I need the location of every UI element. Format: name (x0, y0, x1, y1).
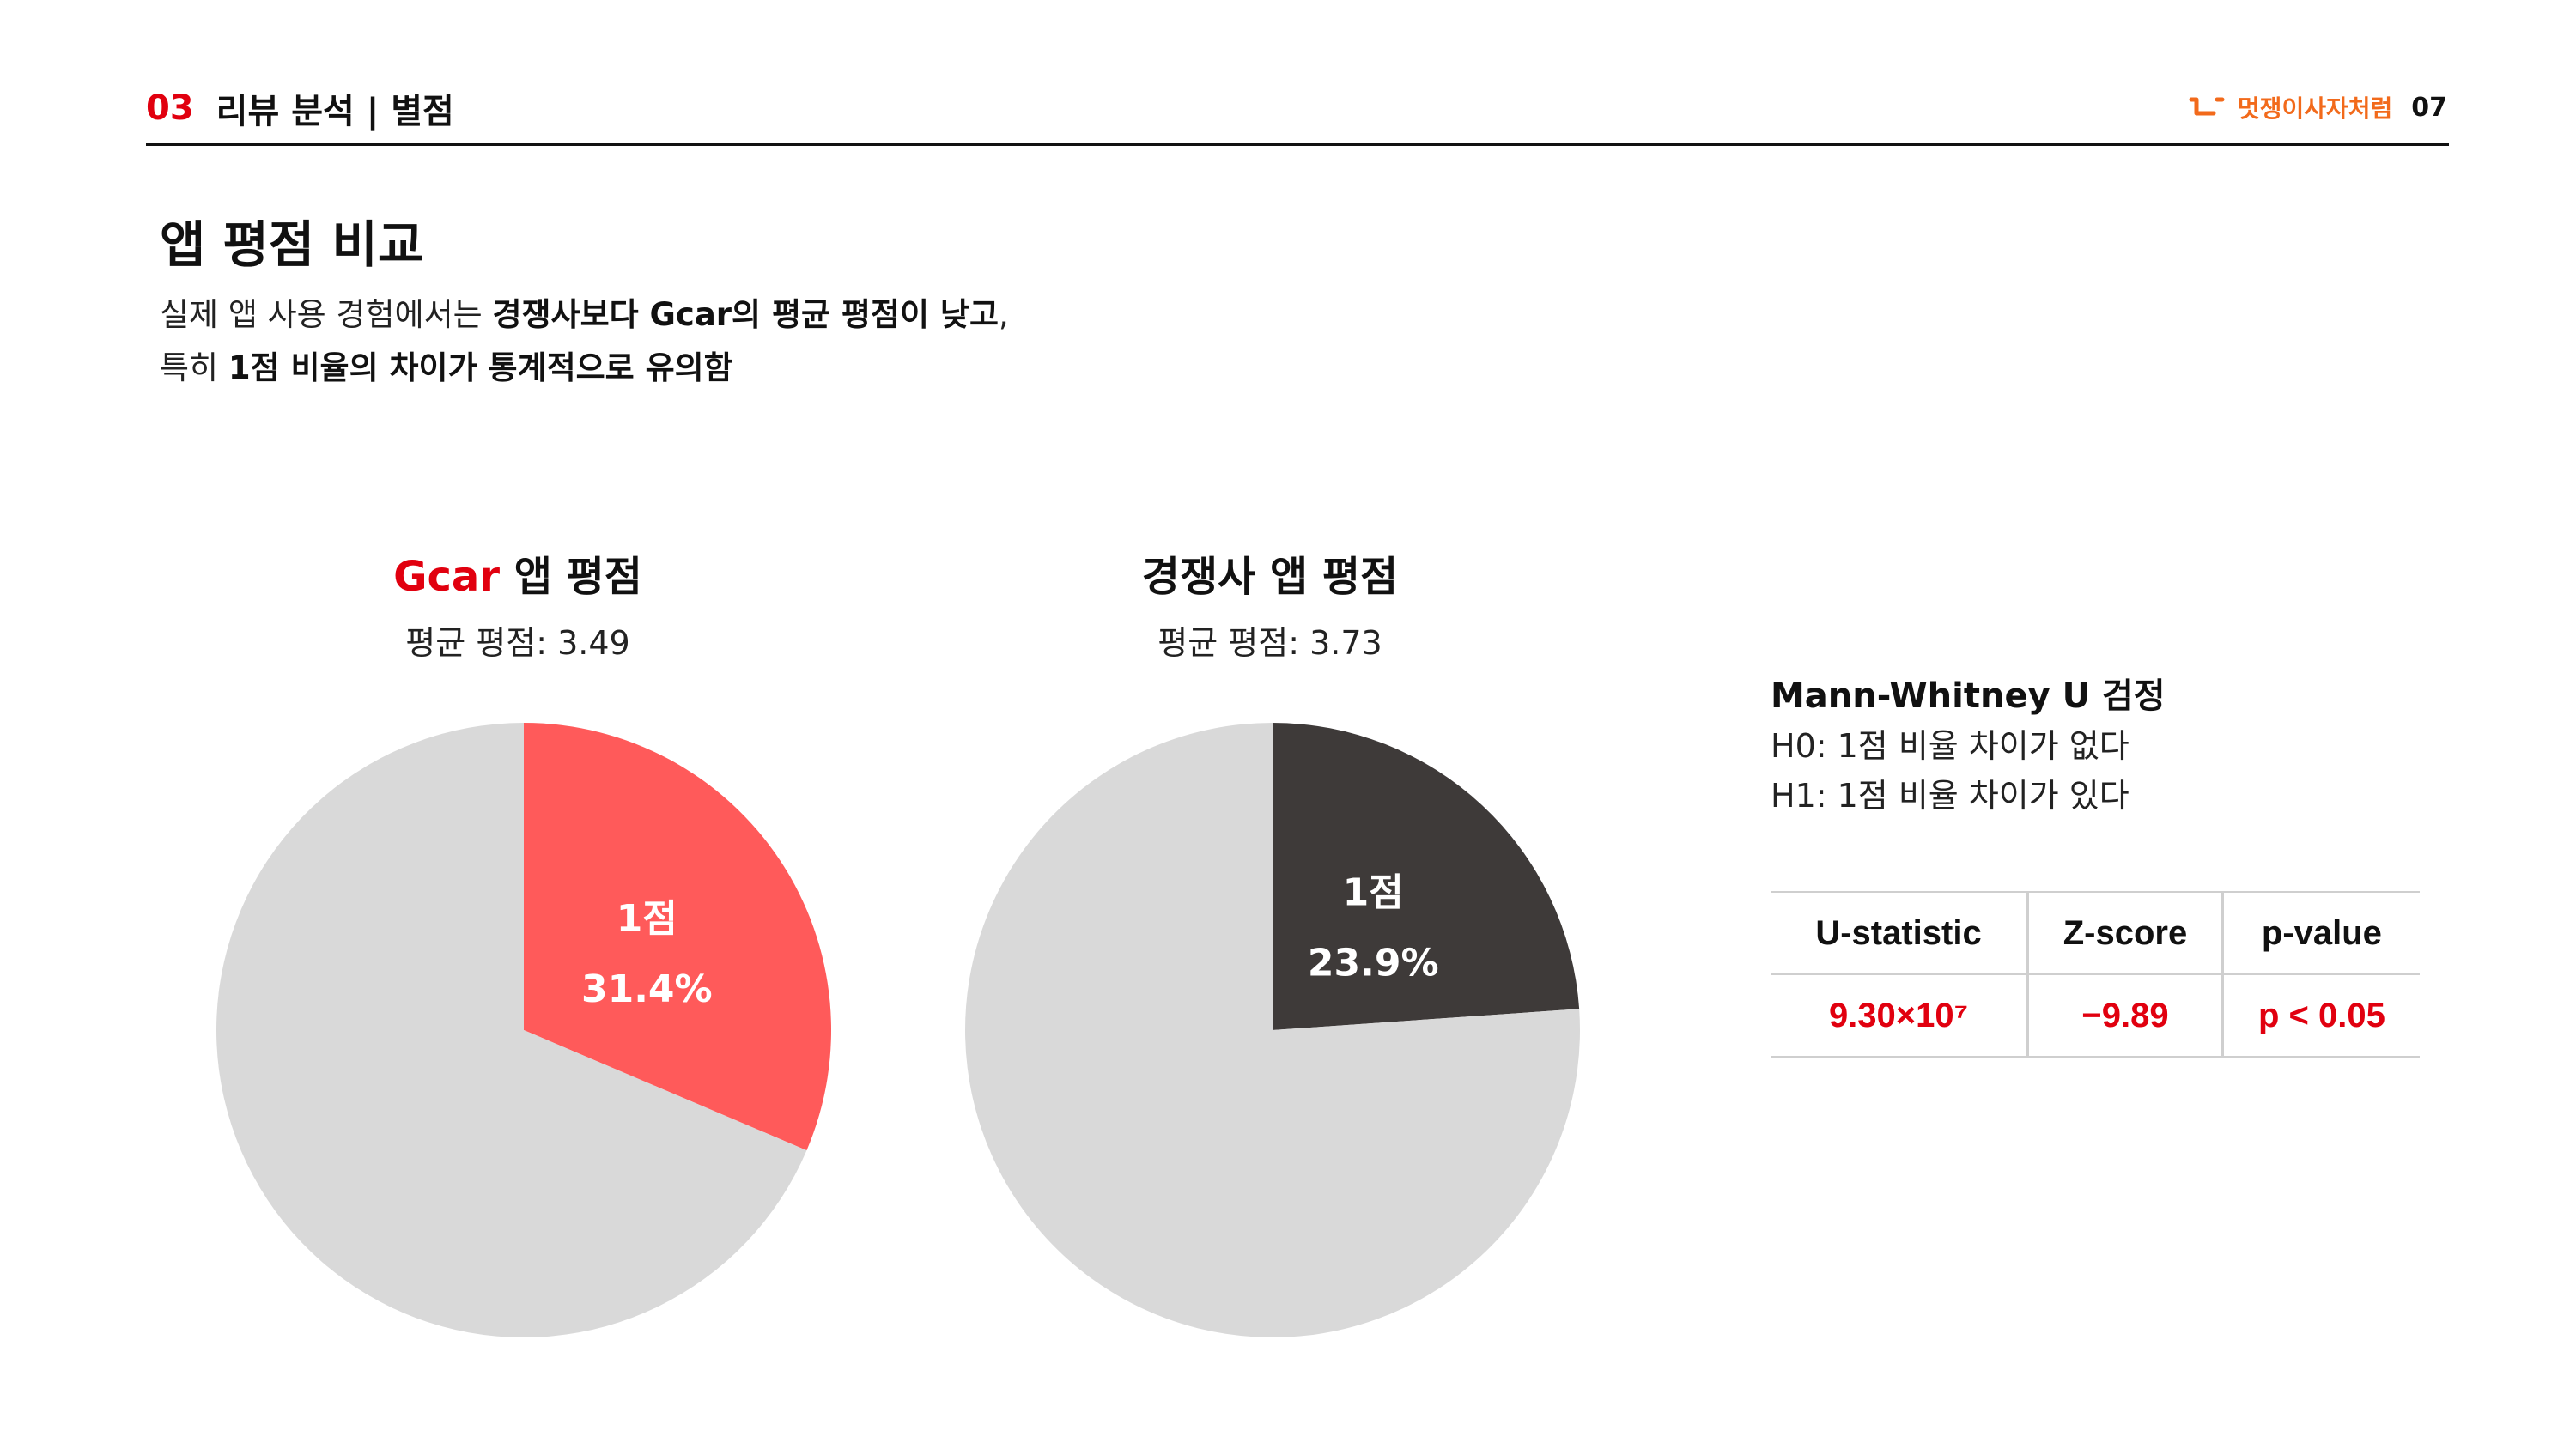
alternative-hypothesis: H1: 1점 비율 차이가 있다 (1771, 777, 2129, 815)
page-title: 앱 평점 비교 (160, 215, 424, 274)
section-number: 03 (146, 88, 194, 128)
gcar-pie-chart: 1점 31.4% (216, 723, 831, 1337)
lead-line-2-bold: 1점 비율의 차이가 통계적으로 유의함 (228, 349, 733, 386)
gcar-brand-label: Gcar (393, 553, 500, 601)
lead-line-1-end: , (999, 296, 1009, 333)
header-divider (146, 143, 2449, 146)
table-row: 9.30×10⁷ −9.89 p < 0.05 (1771, 974, 2420, 1058)
col-z-score: Z-score (2026, 891, 2223, 975)
test-title: Mann-Whitney U 검정 (1771, 676, 2166, 716)
brand-name: 멋쟁이사자처럼 (2237, 94, 2393, 123)
lead-line-1-plain: 실제 앱 사용 경험에서는 (160, 296, 493, 333)
col-p-value: p-value (2221, 891, 2420, 975)
competitor-chart-title: 경쟁사 앱 평점 (1141, 553, 1399, 601)
competitor-pie-chart: 1점 23.9% (965, 723, 1580, 1337)
gcar-title-rest: 앱 평점 (500, 553, 642, 601)
section-header: 03 리뷰 분석 | 별점 (146, 82, 454, 134)
table-header-row: U-statistic Z-score p-value (1771, 891, 2420, 975)
gcar-slice-other (216, 723, 807, 1337)
lead-line-2-plain: 특히 (160, 349, 228, 386)
competitor-slice-1-star (1273, 723, 1580, 1030)
u-statistic-value: 9.30×10⁷ (1771, 974, 2028, 1058)
gcar-slice-label: 1점 (617, 897, 677, 941)
lead-line-1: 실제 앱 사용 경험에서는 경쟁사보다 Gcar의 평균 평점이 낮고, (160, 288, 1009, 342)
lead-line-1-bold: 경쟁사보다 Gcar의 평균 평점이 낮고 (492, 296, 999, 333)
competitor-slice-label: 1점 (1343, 870, 1404, 914)
lead-text: 실제 앱 사용 경험에서는 경쟁사보다 Gcar의 평균 평점이 낮고, 특히 … (160, 288, 1009, 395)
competitor-slice-value-label: 23.9% (1308, 941, 1439, 985)
gcar-slice-value-label: 31.4% (581, 967, 713, 1011)
section-title: 리뷰 분석 | 별점 (216, 92, 454, 131)
test-results-table: U-statistic Z-score p-value 9.30×10⁷ −9.… (1771, 891, 2420, 1058)
z-score-value: −9.89 (2026, 974, 2223, 1058)
competitor-chart-subtitle: 평균 평점: 3.73 (1157, 624, 1382, 662)
gcar-slice-1-star (524, 723, 831, 1151)
gcar-chart-title: Gcar 앱 평점 (217, 543, 818, 603)
p-value-value: p < 0.05 (2221, 974, 2420, 1058)
competitor-slice-other (965, 723, 1580, 1337)
lead-line-2: 특히 1점 비율의 차이가 통계적으로 유의함 (160, 342, 1009, 395)
gcar-chart-subtitle: 평균 평점: 3.49 (405, 624, 630, 662)
brand-header: 멋쟁이사자처럼 07 (2188, 86, 2447, 129)
col-u-statistic: U-statistic (1771, 891, 2028, 975)
page-number: 07 (2411, 92, 2447, 123)
null-hypothesis: H0: 1점 비율 차이가 없다 (1771, 727, 2129, 765)
brand-mark-icon (2189, 97, 2225, 116)
brand-logo: 멋쟁이사자처럼 (2188, 90, 2392, 124)
